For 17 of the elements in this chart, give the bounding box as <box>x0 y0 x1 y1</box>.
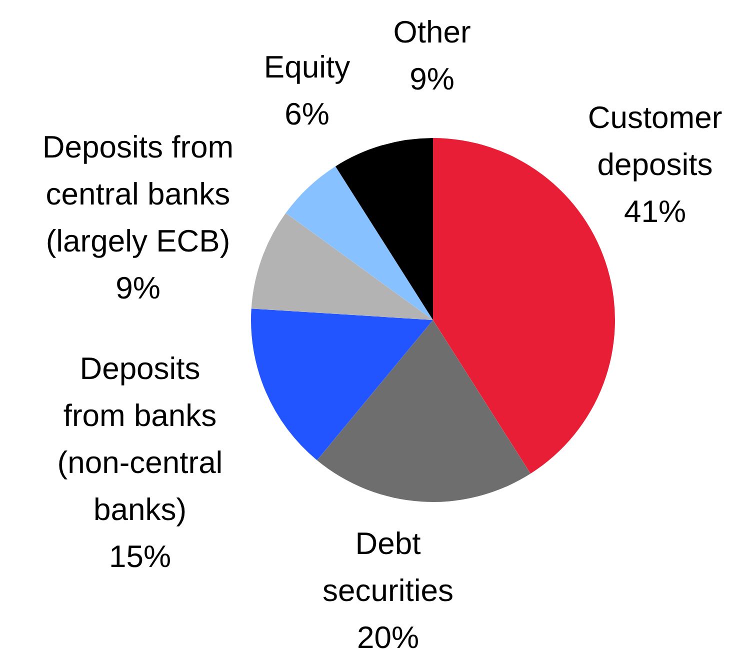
pie-slice <box>316 320 531 502</box>
pie-slice <box>335 138 433 320</box>
slice-label: Deposits from central banks (largely ECB) <box>42 130 234 259</box>
pie-slice <box>251 308 433 460</box>
data-label: 6% <box>284 96 330 132</box>
data-label: 20% <box>356 620 420 650</box>
slice-label: Deposits from banks (non-central banks) <box>57 351 223 528</box>
data-label: 9% <box>116 270 160 306</box>
slice-label: Other <box>393 14 471 50</box>
data-label: 9% <box>410 62 454 97</box>
pie-slice <box>286 166 433 320</box>
slice-label: Equity <box>264 50 351 85</box>
data-label: 41% <box>624 194 686 230</box>
slice-label: Debt securities <box>322 526 454 608</box>
pie-slice <box>251 213 433 320</box>
slice-label: Customer deposits <box>588 100 722 182</box>
data-label: 15% <box>108 539 172 574</box>
